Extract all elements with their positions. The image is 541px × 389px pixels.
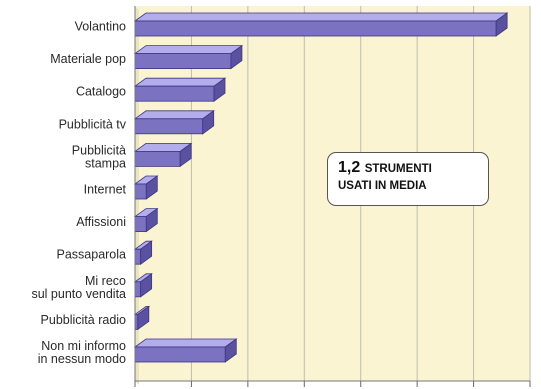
- category-label: Pubblicità stampa: [72, 143, 126, 170]
- x-axis-ticks: [134, 6, 531, 387]
- bar-top: [133, 110, 215, 120]
- bar: [133, 305, 151, 331]
- bar-front: [134, 53, 232, 69]
- bar-top: [133, 77, 227, 87]
- bar-front: [134, 183, 147, 200]
- category-label-line: Pubblicità tv: [59, 117, 127, 131]
- category-label-line: Catalogo: [76, 85, 126, 99]
- bar: [133, 77, 227, 102]
- bar-top: [133, 12, 509, 22]
- bar: [133, 338, 238, 363]
- category-label: Internet: [84, 183, 127, 197]
- bar-end: [224, 338, 237, 363]
- bar-end: [137, 305, 150, 331]
- bar-top: [133, 45, 244, 54]
- category-label-line: Non mi informo: [41, 339, 126, 353]
- category-label: Volantino: [75, 20, 126, 34]
- bar-end: [140, 240, 153, 265]
- bar-front: [134, 85, 215, 102]
- bar-front: [134, 20, 497, 37]
- bar-front: [134, 118, 204, 135]
- category-label: Catalogo: [76, 85, 126, 99]
- category-label: Pubblicità tv: [59, 117, 127, 131]
- bar-end: [202, 110, 215, 135]
- category-label-line: sul punto vendita: [31, 287, 126, 301]
- category-label-line: Pubblicità radio: [41, 313, 127, 327]
- bar-front: [134, 248, 142, 265]
- callout-box: 1,2 STRUMENTI USATI IN MEDIA: [327, 152, 489, 206]
- bar-end: [140, 273, 153, 298]
- callout-value: 1,2: [338, 159, 361, 176]
- category-label-line: stampa: [85, 156, 126, 170]
- bar-end: [145, 207, 158, 233]
- bar: [133, 142, 193, 168]
- bar: [133, 273, 153, 298]
- bar-end: [213, 77, 226, 102]
- category-label-line: Materiale pop: [50, 52, 126, 66]
- bar: [133, 207, 159, 233]
- category-label-line: Pubblicità: [72, 143, 126, 157]
- callout-text-line2: USATI IN MEDIA: [338, 180, 427, 192]
- bar-front: [134, 150, 181, 167]
- bars: [133, 12, 509, 363]
- category-label: Pubblicità radio: [41, 313, 127, 327]
- callout-text-line1: STRUMENTI: [364, 163, 432, 175]
- category-label: Passaparola: [57, 248, 127, 262]
- bar: [133, 175, 159, 200]
- bar-front: [134, 281, 142, 298]
- bar: [133, 12, 509, 37]
- bar-end: [230, 44, 243, 70]
- category-label: Mi reco sul punto vendita: [31, 274, 126, 301]
- bar-front: [134, 346, 226, 363]
- bar-end: [145, 175, 158, 200]
- bar-end: [495, 12, 508, 37]
- category-label-line: Passaparola: [57, 248, 127, 262]
- category-label-line: in nessun modo: [38, 352, 126, 366]
- category-label: Affissioni: [76, 215, 126, 229]
- category-labels: Volantino Materiale pop Catalogo Pubblicità…: [31, 20, 126, 367]
- bar: [133, 110, 215, 135]
- bar-top: [133, 338, 238, 348]
- category-label-line: Internet: [84, 183, 127, 197]
- category-label-line: Volantino: [75, 20, 126, 34]
- bar-front: [134, 216, 147, 233]
- category-label-line: Mi reco: [85, 274, 126, 288]
- category-label: Non mi informo in nessun modo: [38, 339, 126, 366]
- bar-end: [179, 142, 192, 168]
- category-label-line: Affissioni: [76, 215, 126, 229]
- category-label: Materiale pop: [50, 52, 126, 66]
- bar: [133, 44, 244, 70]
